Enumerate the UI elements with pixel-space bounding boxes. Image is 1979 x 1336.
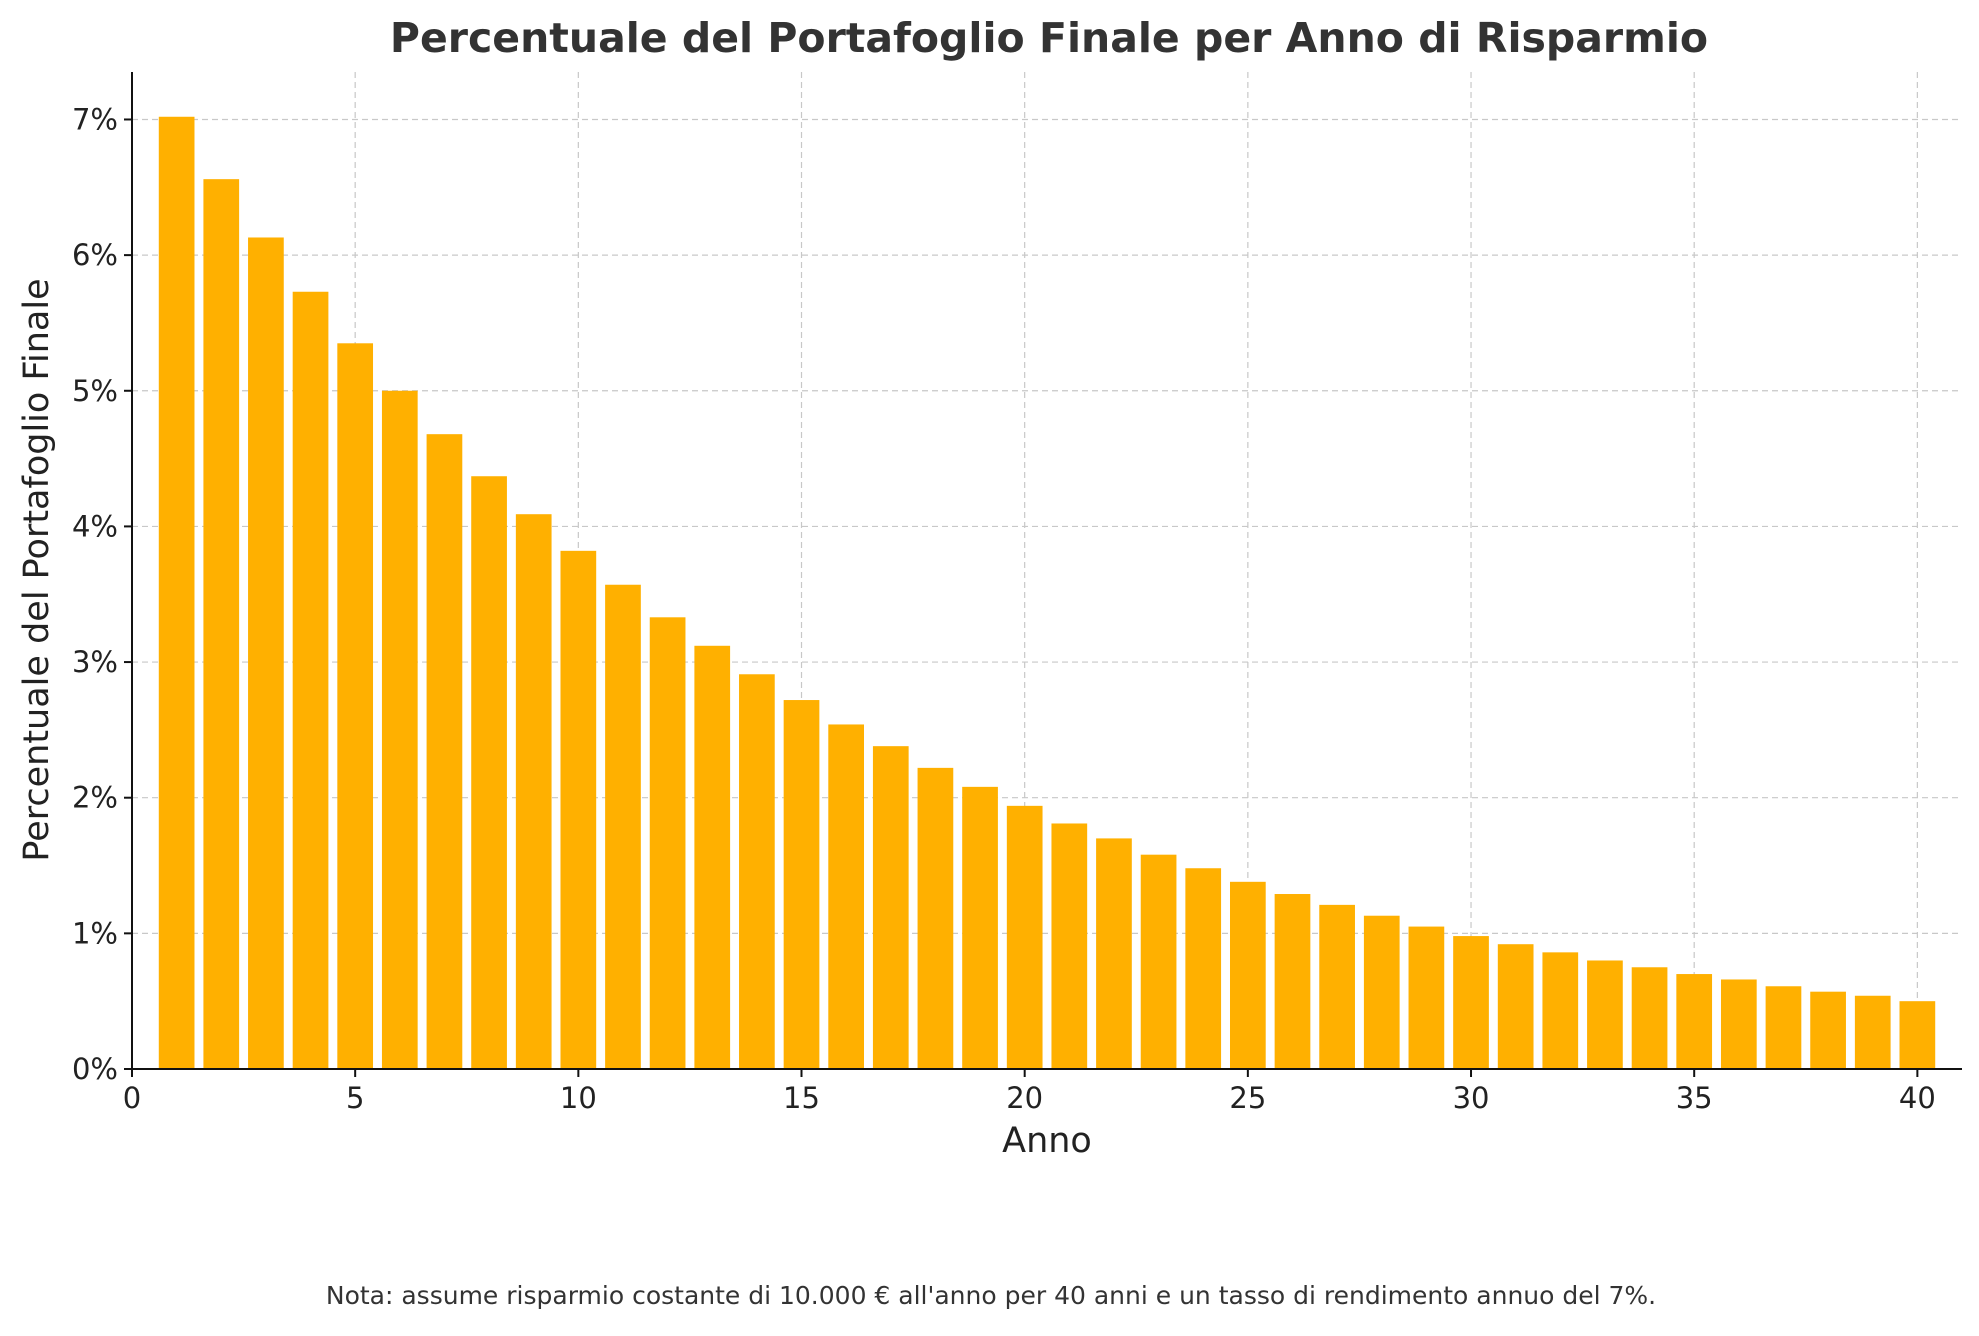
bar-anno-28 [1363, 915, 1400, 1069]
tick-labels: 0 5 10 15 20 25 30 35 40 0% 1% 2% 3% 4% 5% 6% 7% [72, 102, 1936, 1115]
y-axis-label: Percentuale del Portafoglio Finale [17, 278, 57, 861]
bar-anno-16 [828, 724, 864, 1069]
y-tick-label: 0% [72, 1052, 118, 1086]
bar-anno-24 [1185, 868, 1222, 1069]
x-tick-label: 25 [1229, 1081, 1266, 1115]
bar-anno-2 [203, 179, 240, 1070]
bar-anno-13 [694, 645, 731, 1069]
bar-anno-25 [1230, 881, 1266, 1069]
chart-title: Percentuale del Portafoglio Finale per A… [390, 14, 1708, 62]
x-tick-label: 0 [123, 1081, 141, 1115]
x-tick-label: 5 [346, 1081, 364, 1115]
x-tick-label: 10 [560, 1081, 597, 1115]
x-axis-label: Anno [1002, 1121, 1092, 1161]
bar-anno-31 [1497, 944, 1534, 1069]
y-tick-label: 7% [72, 102, 118, 136]
bar-anno-22 [1096, 838, 1132, 1069]
axes [131, 72, 1962, 1070]
bar-anno-10 [560, 550, 597, 1069]
footnote: Nota: assume risparmio costante di 10.00… [326, 1281, 1656, 1310]
bar-anno-34 [1631, 967, 1668, 1069]
bar-anno-33 [1587, 960, 1623, 1069]
x-tick-label: 15 [783, 1081, 820, 1115]
bar-anno-7 [426, 434, 463, 1069]
bar-anno-20 [1006, 805, 1043, 1069]
y-tick-label: 5% [72, 374, 118, 408]
bar-anno-9 [515, 514, 552, 1069]
bar-anno-4 [292, 291, 329, 1069]
bar-anno-39 [1854, 995, 1891, 1069]
x-tick-label: 30 [1453, 1081, 1490, 1115]
y-tick-label: 3% [72, 645, 118, 679]
bars [158, 116, 1936, 1070]
bar-anno-14 [739, 674, 775, 1069]
bar-anno-21 [1051, 823, 1088, 1069]
bar-anno-40 [1899, 1001, 1936, 1069]
bar-anno-11 [605, 584, 641, 1069]
bar-anno-35 [1676, 974, 1713, 1069]
y-tick-label: 2% [72, 781, 118, 815]
bar-anno-36 [1720, 979, 1757, 1069]
bar-anno-23 [1140, 854, 1177, 1069]
bar-anno-29 [1408, 926, 1445, 1069]
bar-anno-27 [1319, 904, 1355, 1069]
bar-anno-38 [1810, 991, 1846, 1069]
bar-anno-12 [649, 617, 686, 1069]
bar-anno-18 [917, 767, 954, 1069]
bar-anno-8 [471, 476, 507, 1070]
bar-anno-1 [158, 116, 195, 1070]
bar-anno-37 [1765, 986, 1802, 1069]
bar-anno-17 [872, 746, 909, 1069]
bar-anno-19 [962, 786, 998, 1069]
x-tick-label: 40 [1899, 1081, 1936, 1115]
bar-anno-26 [1274, 894, 1311, 1069]
bar-anno-32 [1542, 952, 1579, 1069]
bar-anno-3 [248, 237, 284, 1070]
bar-anno-6 [381, 390, 418, 1070]
y-tick-label: 6% [72, 238, 118, 272]
bar-anno-30 [1453, 936, 1489, 1069]
y-tick-label: 4% [72, 509, 118, 543]
x-tick-label: 35 [1676, 1081, 1713, 1115]
x-tick-label: 20 [1006, 1081, 1043, 1115]
y-tick-label: 1% [72, 916, 118, 950]
bar-anno-15 [783, 700, 820, 1069]
bar-anno-5 [337, 343, 374, 1070]
